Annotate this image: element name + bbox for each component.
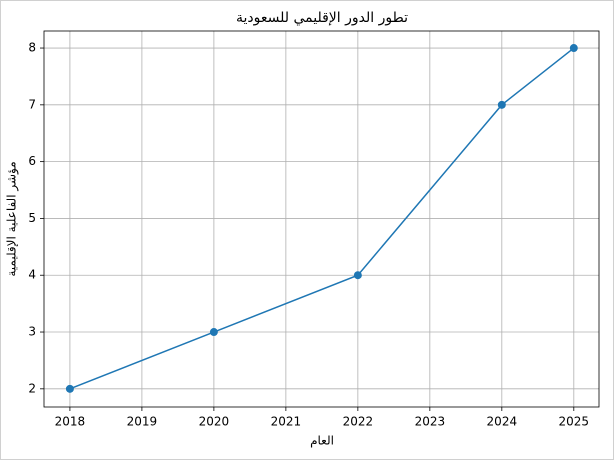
chart-title: تطور الدور الإقليمي للسعودية	[236, 10, 408, 26]
x-tick-label: 2019	[127, 415, 158, 429]
plot-frame	[43, 30, 600, 408]
x-tick-label: 2024	[487, 415, 518, 429]
y-axis-label: مؤشر الفاعلية الإقليمية	[5, 161, 20, 276]
y-tick-label: 6	[28, 154, 36, 168]
y-tick-label: 8	[28, 41, 36, 55]
x-tick-label: 2025	[559, 415, 590, 429]
x-tick-label: 2023	[415, 415, 446, 429]
y-tick-label: 5	[28, 211, 36, 225]
x-tick-label: 2020	[199, 415, 230, 429]
x-tick-label: 2018	[55, 415, 86, 429]
x-axis-label: العام	[310, 434, 334, 448]
point	[209, 328, 218, 337]
point	[353, 271, 362, 280]
y-tick-label: 2	[28, 381, 36, 395]
y-tick-label: 4	[28, 268, 36, 282]
x-tick-label: 2021	[271, 415, 302, 429]
point	[569, 44, 578, 53]
y-tick-label: 3	[28, 325, 36, 339]
y-tick-label: 7	[28, 97, 36, 111]
x-tick-label: 2022	[343, 415, 374, 429]
point	[497, 100, 506, 109]
point	[65, 384, 74, 393]
